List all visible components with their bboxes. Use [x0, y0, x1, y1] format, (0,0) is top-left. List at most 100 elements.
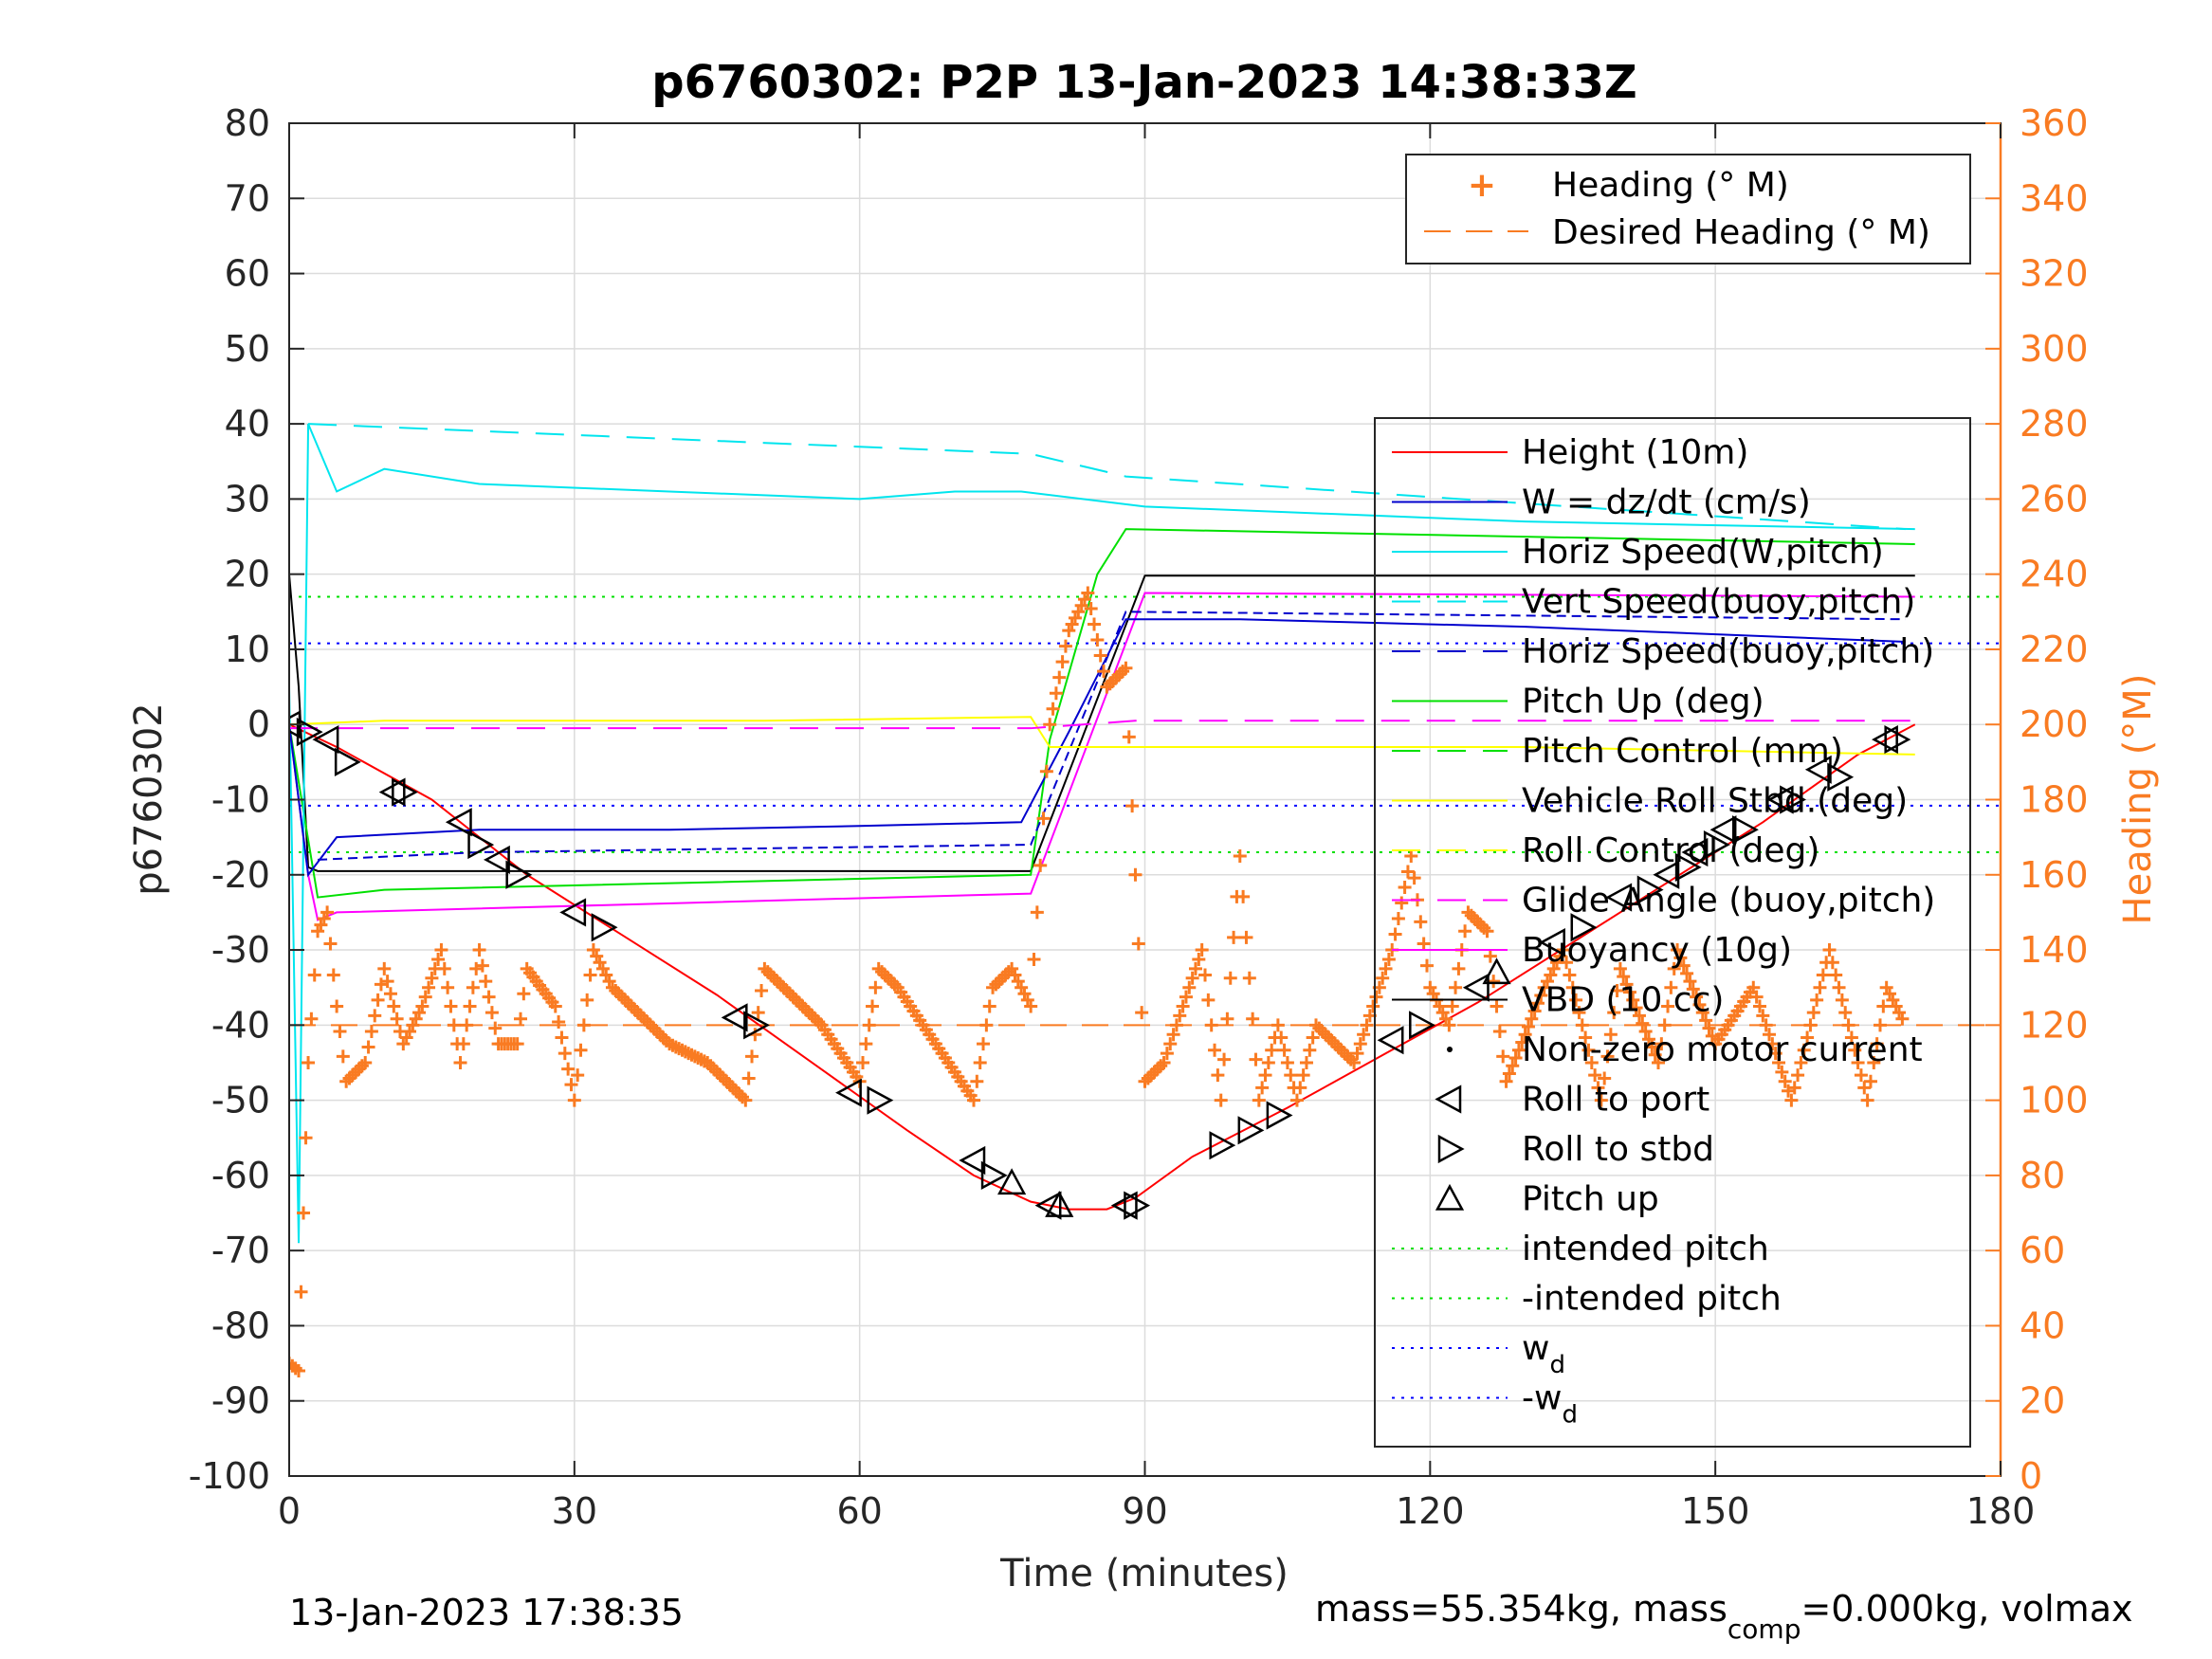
legend-swatch-14: [1437, 1134, 1465, 1164]
heading-point: [1686, 982, 1700, 996]
heading-point: [475, 958, 489, 973]
heading-point: [1452, 961, 1466, 975]
heading-point: [1692, 997, 1707, 1012]
heading-point: [1407, 871, 1421, 885]
heading-point: [371, 993, 385, 1007]
heading-point: [456, 1037, 470, 1051]
heading-point: [364, 1024, 378, 1038]
heading-point: [1822, 943, 1837, 957]
heading-point: [1560, 956, 1574, 970]
heading-point: [552, 1015, 566, 1030]
y-tick-label-left: -50: [211, 1080, 270, 1121]
heading-point: [1873, 1018, 1887, 1032]
heading-point: [1581, 1043, 1596, 1057]
legend-main: Height (10m) W = dz/dt (cm/s) Horiz Speed(…: [1374, 417, 1971, 1448]
chart-title: p6760302: P2P 13-Jan-2023 14:38:33Z: [651, 56, 1636, 109]
heading-point: [1832, 980, 1846, 994]
x-tick-label: 60: [836, 1490, 882, 1532]
heading-point: [1198, 968, 1213, 982]
heading-point: [1214, 1093, 1228, 1107]
heading-point: [1508, 1051, 1523, 1066]
heading-point: [1271, 1018, 1285, 1032]
heading-point: [1600, 1049, 1615, 1064]
y-tick-label-left: 20: [225, 554, 270, 595]
legend-label-text-12: Non-zero motor current: [1522, 1030, 1923, 1069]
heading-point: [1246, 1012, 1260, 1026]
heading-point: [1835, 993, 1849, 1007]
roll-to-stbd-marker: [1570, 913, 1598, 942]
y-tick-label-right: 320: [2020, 253, 2089, 295]
legend-label-12: Non-zero motor current: [1522, 1030, 1923, 1069]
legend-label-text-3: Vert Speed(buoy,pitch): [1522, 583, 1915, 622]
x-tick-label: 90: [1122, 1490, 1167, 1532]
heading-point: [1756, 1009, 1770, 1023]
heading-point: [1217, 1052, 1232, 1066]
roll-to-port-marker: [1462, 973, 1490, 1002]
series-line-7: [318, 611, 1906, 861]
heading-point: [1594, 1093, 1608, 1107]
heading-point: [1506, 1059, 1520, 1073]
roll-to-port-marker: [959, 1145, 986, 1176]
heading-point: [1690, 990, 1704, 1004]
y-tick-label-left: -10: [211, 779, 270, 821]
heading-point: [1376, 971, 1390, 985]
heading-point: [1867, 1055, 1881, 1069]
heading-point: [558, 1047, 572, 1061]
legend-label-1: W = dz/dt (cm/s): [1522, 483, 1811, 522]
x-tick-label: 120: [1396, 1490, 1465, 1532]
ticks: 0 30 60 90 120 150 180-100-90-80-70-60-50-40-3…: [189, 102, 2089, 1532]
heading-point: [755, 984, 769, 997]
roll-to-stbd-marker: [1884, 724, 1911, 755]
legend-label-text-9: Glide Angle (buoy,pitch): [1522, 882, 1935, 921]
heading-point: [1195, 943, 1209, 957]
heading-point: [1480, 924, 1494, 939]
heading-point: [1851, 1055, 1865, 1069]
heading-point: [415, 999, 430, 1013]
heading-point: [1293, 1081, 1307, 1095]
heading-point: [377, 961, 392, 975]
heading-point: [1778, 1074, 1792, 1088]
heading-point: [1613, 961, 1627, 975]
heading-point: [1188, 961, 1202, 975]
heading-point: [862, 1018, 876, 1032]
heading-point: [1204, 1018, 1218, 1032]
heading-point: [368, 1009, 382, 1023]
heading-point: [1645, 1040, 1659, 1054]
legend-label-0: Height (10m): [1522, 433, 1748, 472]
heading-point: [1043, 718, 1057, 732]
legend-main-box: [1374, 417, 1971, 1448]
y-tick-label-left: 80: [225, 102, 270, 144]
legend-label-text-17: -intended pitch: [1522, 1280, 1782, 1319]
footer-mass-text: mass=55.354kg, mass: [1315, 1588, 1728, 1630]
legend-heading-marker: +: [1468, 166, 1496, 205]
heading-point: [1445, 999, 1459, 1013]
heading-point: [1379, 961, 1393, 975]
y-tick-label-right: 100: [2020, 1080, 2089, 1121]
heading-point: [1588, 1068, 1602, 1083]
legend-label-8: Roll Control (deg): [1522, 831, 1819, 870]
heading-point: [1449, 980, 1463, 994]
heading-point: [1591, 1081, 1605, 1095]
x-tick-label: 180: [1966, 1490, 2036, 1532]
heading-point: [1030, 905, 1044, 920]
heading-point: [434, 943, 448, 957]
heading-point: [1746, 980, 1761, 994]
heading-point: [868, 980, 883, 994]
heading-point: [514, 1012, 528, 1026]
heading-point: [1575, 1018, 1589, 1032]
legend-label-2: Horiz Speed(W,pitch): [1522, 533, 1884, 572]
legend-label-14: Roll to stbd: [1522, 1130, 1714, 1169]
heading-point: [472, 943, 486, 957]
heading-point: [1157, 1055, 1171, 1069]
heading-point: [1641, 1032, 1655, 1047]
heading-point: [1027, 952, 1041, 966]
heading-point: [380, 975, 394, 989]
heading-point: [1664, 980, 1678, 994]
heading-point: [1772, 1055, 1786, 1069]
heading-point: [1515, 1035, 1529, 1049]
heading-point: [1895, 1012, 1910, 1026]
heading-point: [425, 971, 439, 985]
heading-point: [1366, 999, 1380, 1013]
heading-point: [548, 999, 562, 1013]
legend-label-text-11: VBD (10 cc): [1522, 981, 1724, 1020]
